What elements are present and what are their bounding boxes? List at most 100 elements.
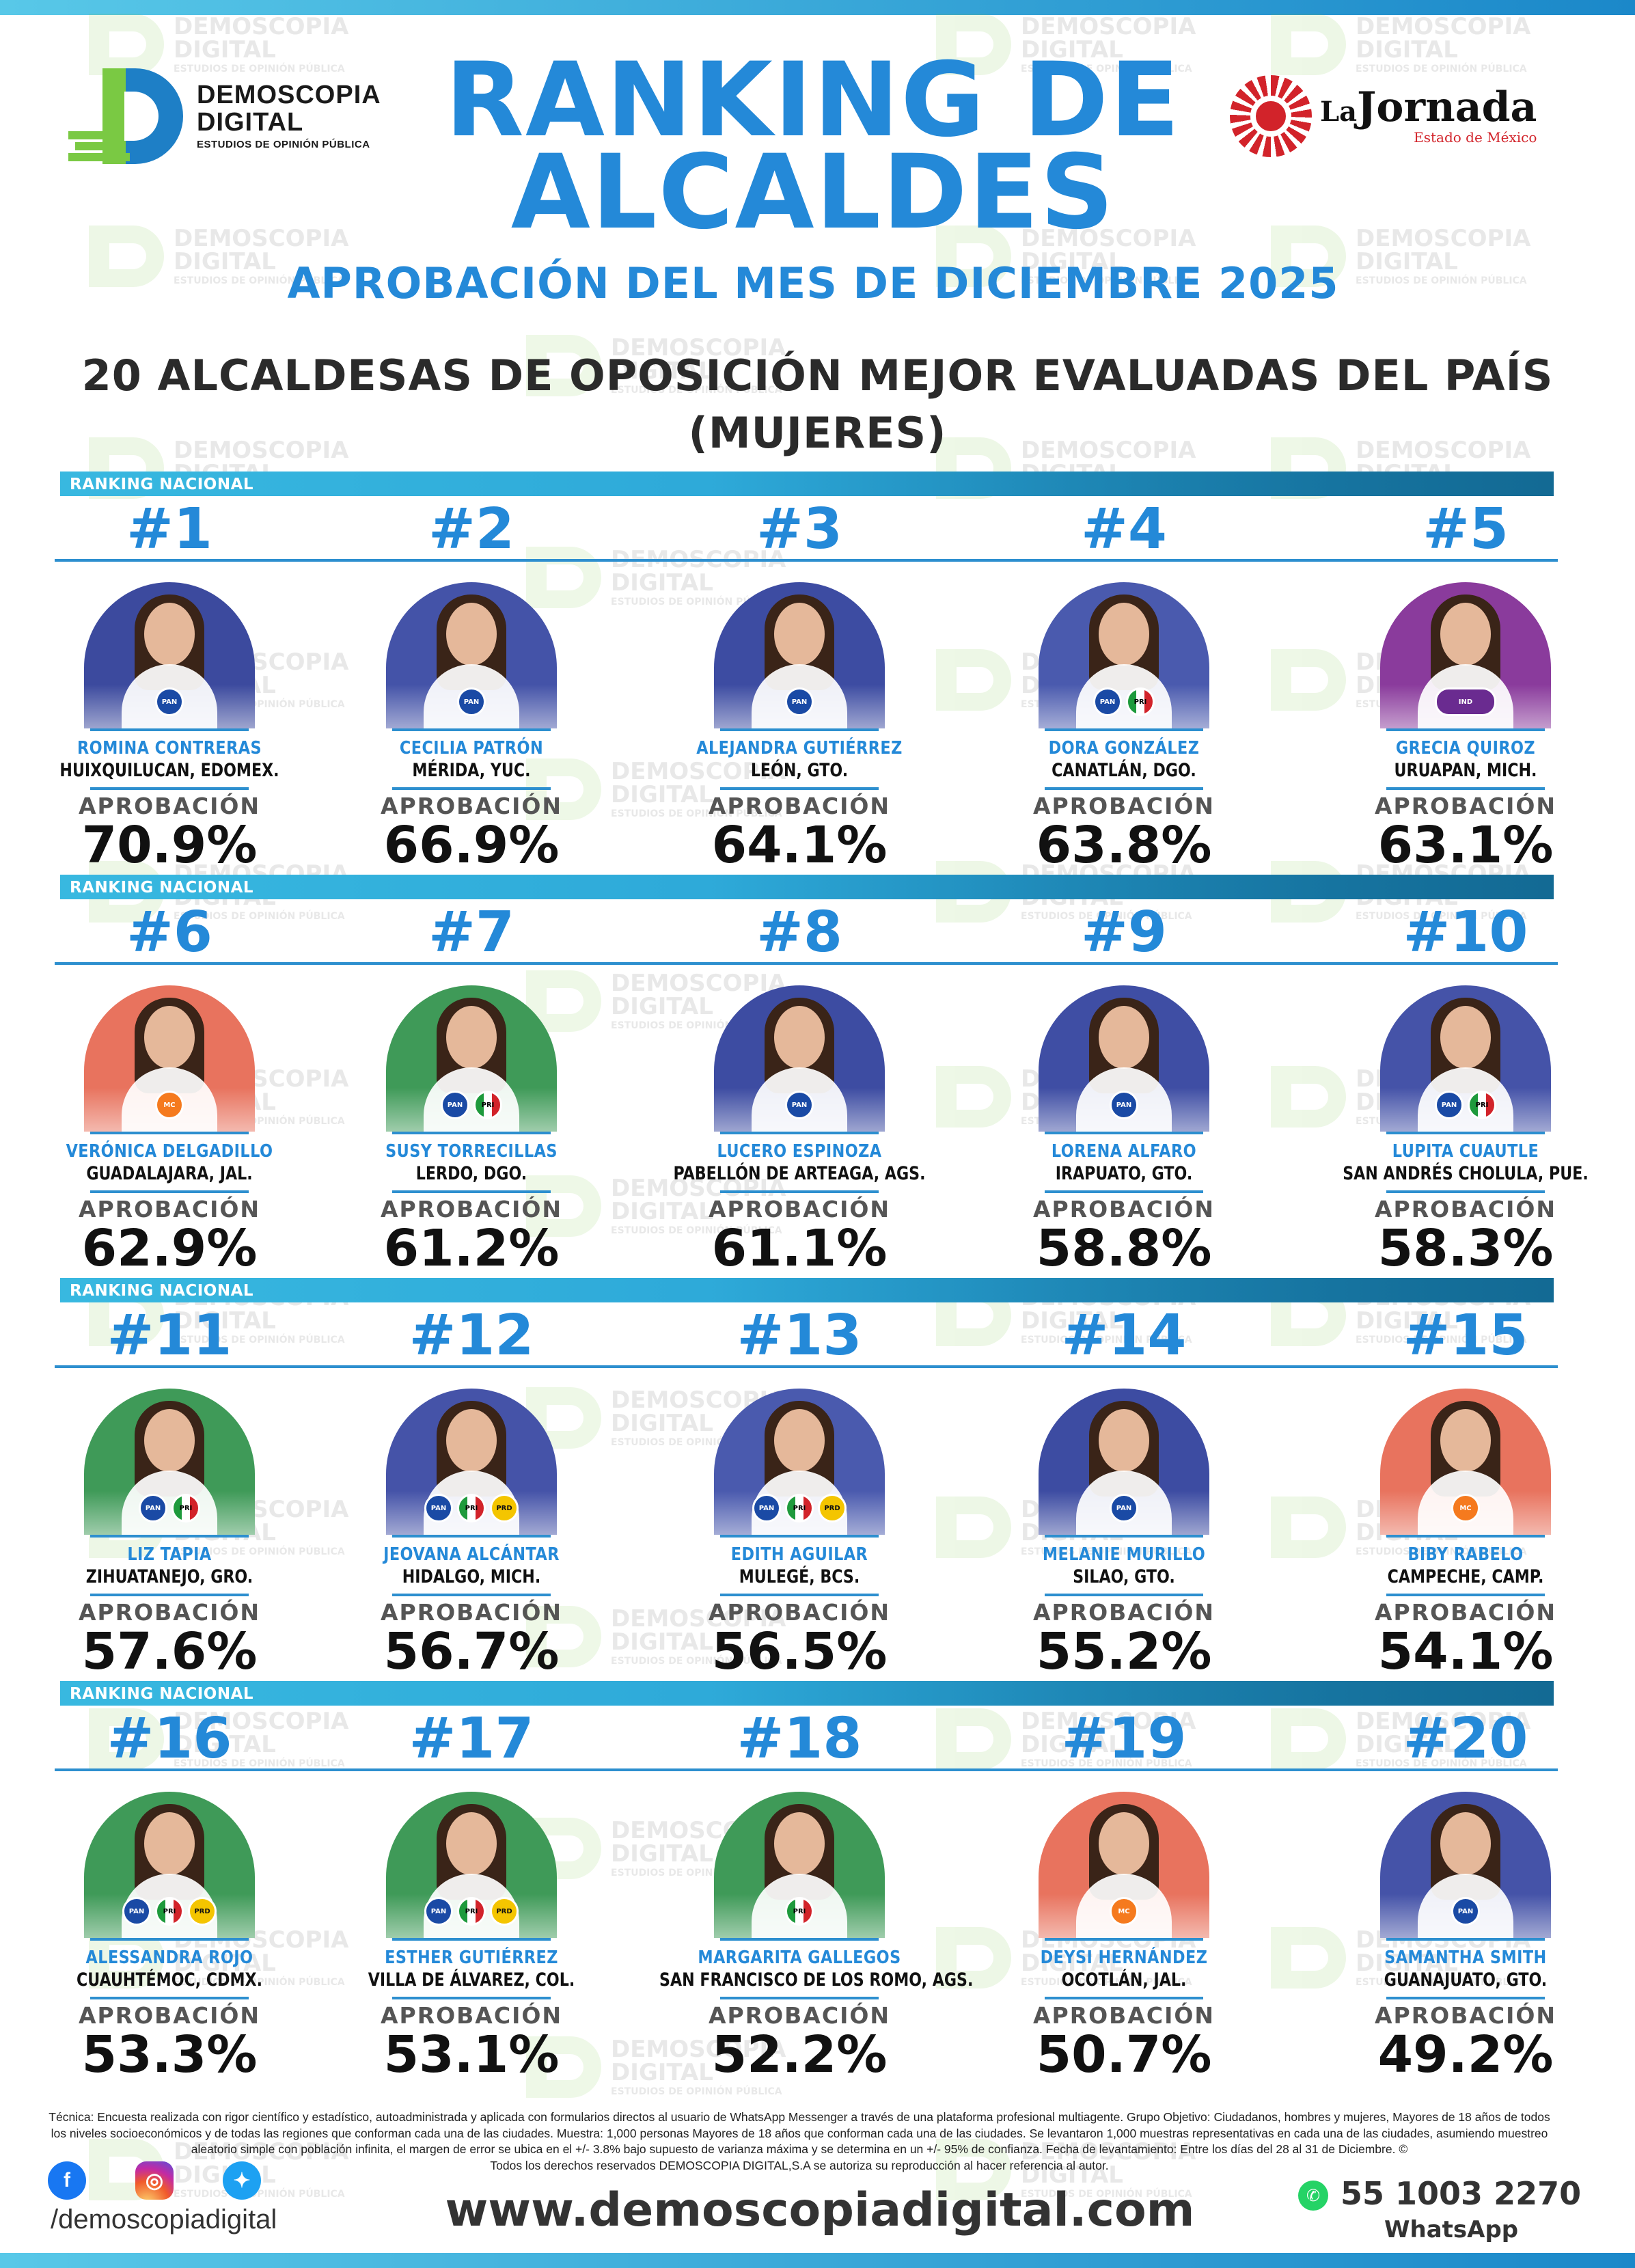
approval-label: APROBACIÓN: [78, 2002, 261, 2029]
head-shape: [774, 1409, 825, 1472]
ranking-bar: RANKING NACIONAL: [60, 875, 1554, 899]
place-underline: [90, 787, 249, 790]
party-badge-pan: PAN: [424, 1494, 453, 1522]
mayor-photo: PAN PRI PRD: [386, 1389, 557, 1535]
approval-value: 70.9%: [81, 816, 258, 875]
rank-number: #19: [1061, 1706, 1187, 1771]
place-underline: [720, 1594, 879, 1596]
mayor-municipality: HIDALGO, MICH.: [402, 1566, 541, 1587]
approval-value: 66.9%: [383, 816, 560, 875]
mayor-name: ESTHER GUTIÉRREZ: [385, 1948, 558, 1968]
watermark-mark: [1271, 649, 1346, 711]
approval-value: 55.2%: [1036, 1622, 1212, 1681]
mayor-name: MELANIE MURILLO: [1042, 1544, 1206, 1565]
place-underline: [1386, 1997, 1545, 1999]
rank-number: #20: [1403, 1706, 1528, 1771]
approval-value: 58.3%: [1377, 1219, 1554, 1278]
photo-underline: [1386, 1132, 1545, 1134]
photo-underline: [1045, 1132, 1203, 1134]
party-badge-pri: PRI: [457, 1897, 486, 1926]
mayor-photo: PAN PRI PRD: [714, 1389, 885, 1535]
mayor-photo: MC: [1380, 1389, 1551, 1535]
approval-label: APROBACIÓN: [1032, 1599, 1215, 1626]
la-jornada-region: Estado de México: [1414, 129, 1537, 146]
watermark-mark: [1271, 1066, 1346, 1128]
photo-underline: [1386, 1535, 1545, 1538]
party-badges: MC: [84, 1091, 255, 1119]
mayor-card: #10 PAN PRI LUPITA CUAUTLE SAN ANDRÉS CHOLUL…: [1343, 905, 1589, 1281]
mayor-name: SUSY TORRECILLAS: [385, 1141, 558, 1162]
watermark-line3: ESTUDIOS DE OPINIÓN PÚBLICA: [611, 2086, 782, 2097]
la-jornada-logo: LaJornada Estado de México: [1230, 75, 1544, 157]
place-underline: [1386, 1190, 1545, 1193]
whatsapp-label: WhatsApp: [1384, 2216, 1519, 2243]
party-badge-pri: PRI: [785, 1494, 814, 1522]
website-link[interactable]: www.demoscopiadigital.com: [445, 2183, 1195, 2237]
party-badge-pri: PRI: [155, 1897, 184, 1926]
la-jornada-name: Jornada: [1357, 83, 1537, 131]
photo-underline: [90, 1535, 249, 1538]
place-underline: [1386, 1594, 1545, 1596]
party-badge-prd: PRD: [490, 1494, 519, 1522]
watermark-line3: ESTUDIOS DE OPINIÓN PÚBLICA: [1356, 64, 1527, 74]
approval-label: APROBACIÓN: [708, 1599, 891, 1626]
mayor-card: #9 PAN LORENA ALFARO IRAPUATO, GTO. APROBACI…: [1001, 905, 1247, 1281]
mayor-card: #5 IND GRECIA QUIROZ URUAPAN, MICH. APROBACI…: [1343, 502, 1589, 877]
mayor-card: #3 PAN ALEJANDRA GUTIÉRREZ LEÓN, GTO. APROBA…: [676, 502, 922, 877]
approval-label: APROBACIÓN: [78, 793, 261, 819]
party-badge-pri: PRI: [171, 1494, 200, 1522]
watermark-mark: [1271, 14, 1346, 75]
watermark-mark: [936, 1708, 1011, 1770]
mayor-municipality: GUADALAJARA, JAL.: [86, 1163, 253, 1184]
party-badge-pan: PAN: [441, 1091, 469, 1119]
head-shape: [446, 1812, 497, 1875]
head-shape: [144, 603, 195, 666]
watermark-line1: DEMOSCOPIA: [1356, 13, 1531, 40]
facebook-icon[interactable]: f: [48, 2161, 86, 2200]
instagram-icon[interactable]: ◎: [135, 2161, 174, 2200]
mayor-card: #13 PAN PRI PRD EDITH AGUILAR MULEGÉ, BCS. APR…: [676, 1308, 922, 1684]
social-handle[interactable]: /demoscopiadigital: [51, 2204, 277, 2235]
approval-value: 53.3%: [81, 2025, 258, 2084]
top-accent-bar: [0, 0, 1635, 15]
rank-number: #17: [409, 1706, 534, 1771]
photo-underline: [1386, 728, 1545, 731]
mayor-photo: PAN PRI: [386, 985, 557, 1132]
head-shape: [1440, 1812, 1491, 1875]
approval-label: APROBACIÓN: [1374, 1196, 1557, 1222]
logo-text-line2: DIGITAL: [197, 107, 304, 137]
rank-divider: [55, 559, 1558, 562]
watermark-mark: [1271, 1708, 1346, 1770]
approval-value: 58.8%: [1036, 1219, 1212, 1278]
mayor-card: #14 PAN MELANIE MURILLO SILAO, GTO. APROBACI…: [1001, 1308, 1247, 1684]
mayor-name: VERÓNICA DELGADILLO: [66, 1141, 273, 1162]
mayor-card: #4 PAN PRI DORA GONZÁLEZ CANATLÁN, DGO. APROB…: [1001, 502, 1247, 877]
party-badges: PAN: [1039, 1494, 1209, 1522]
rank-number: #16: [107, 1706, 232, 1771]
approval-label: APROBACIÓN: [380, 1196, 563, 1222]
mayor-name: LIZ TAPIA: [127, 1544, 212, 1565]
party-badges: PAN: [714, 1091, 885, 1119]
rank-number: #2: [428, 497, 514, 562]
party-badges: PAN: [1380, 1897, 1551, 1926]
twitter-icon[interactable]: ✦: [223, 2161, 261, 2200]
party-badge-pan: PAN: [1435, 1091, 1464, 1119]
rank-number: #1: [126, 497, 212, 562]
approval-label: APROBACIÓN: [1374, 2002, 1557, 2029]
head-shape: [446, 603, 497, 666]
whatsapp-phone[interactable]: 55 1003 2270: [1341, 2175, 1582, 2212]
page-title: RANKING DE ALCALDES: [383, 49, 1244, 244]
party-badges: PAN PRI PRD: [714, 1494, 885, 1522]
mayor-name: MARGARITA GALLEGOS: [698, 1948, 901, 1968]
approval-value: 62.9%: [81, 1219, 258, 1278]
approval-value: 61.1%: [711, 1219, 888, 1278]
page-subtitle: APROBACIÓN DEL MES DE DICIEMBRE 2025: [287, 258, 1339, 308]
mayor-card: #12 PAN PRI PRD JEOVANA ALCÁNTAR HIDALGO, MIC…: [348, 1308, 594, 1684]
whatsapp-icon[interactable]: ✆: [1298, 2181, 1328, 2211]
mayor-photo: PRI: [714, 1792, 885, 1938]
rank-number: #14: [1061, 1303, 1187, 1368]
approval-label: APROBACIÓN: [708, 1196, 891, 1222]
watermark-mark: [89, 226, 164, 287]
demoscopia-logo: DEMOSCOPIA DIGITAL ESTUDIOS DE OPINIÓN P…: [68, 68, 389, 164]
approval-label: APROBACIÓN: [1032, 793, 1215, 819]
